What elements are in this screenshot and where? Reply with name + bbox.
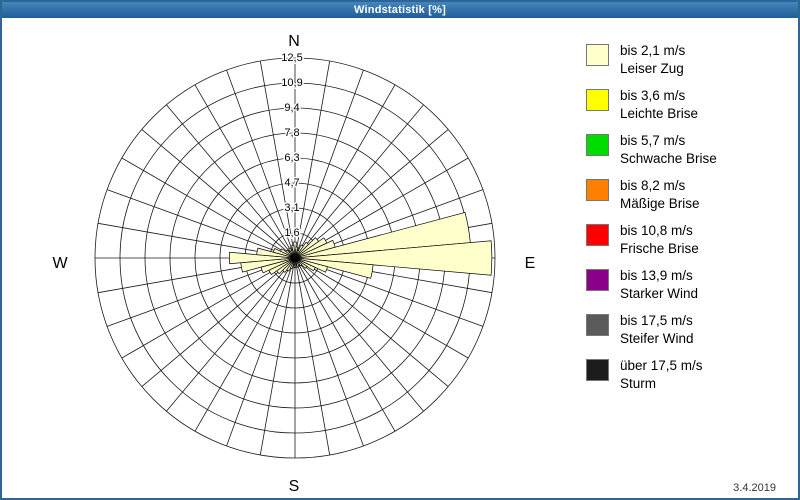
grid-spoke bbox=[141, 257, 296, 387]
windrose-petal bbox=[229, 251, 296, 265]
grid-spoke bbox=[294, 257, 449, 387]
compass-label-north: N bbox=[288, 33, 300, 50]
legend-item: über 17,5 m/s Sturm bbox=[586, 357, 796, 393]
grid-spoke bbox=[294, 60, 331, 259]
title-bar: Windstatistik [%] bbox=[2, 2, 798, 18]
grid-spoke bbox=[294, 257, 424, 412]
legend-item: bis 13,9 m/s Starker Wind bbox=[586, 267, 796, 303]
legend-color-swatch bbox=[586, 44, 609, 66]
grid-spoke bbox=[259, 257, 296, 456]
radial-tick-label: 4,7 bbox=[284, 177, 299, 189]
legend-item: bis 17,5 m/s Steifer Wind bbox=[586, 312, 796, 348]
legend-speed-label: bis 8,2 m/s bbox=[620, 178, 686, 193]
grid-spoke bbox=[121, 257, 296, 359]
legend-speed-label: bis 17,5 m/s bbox=[620, 313, 693, 328]
grid-spoke bbox=[294, 84, 396, 259]
grid-spoke bbox=[166, 257, 296, 412]
window-title: Windstatistik [%] bbox=[354, 4, 446, 16]
legend-name-label: Mäßige Brise bbox=[620, 196, 700, 211]
grid-spoke bbox=[294, 257, 396, 432]
legend-speed-label: bis 10,8 m/s bbox=[620, 223, 693, 238]
grid-spoke bbox=[294, 69, 364, 259]
radial-tick-label: 3,1 bbox=[284, 202, 299, 214]
legend-item: bis 2,1 m/s Leiser Zug bbox=[586, 42, 796, 78]
windrose-petal bbox=[291, 244, 296, 259]
grid-spoke bbox=[294, 257, 469, 359]
compass-label-south: S bbox=[288, 478, 300, 495]
date-label: 3.4.2019 bbox=[733, 482, 776, 494]
grid-spoke bbox=[294, 257, 331, 456]
legend: bis 2,1 m/s Leiser Zug bis 3,6 m/s Leich… bbox=[586, 42, 796, 402]
legend-color-swatch bbox=[586, 314, 609, 336]
windrose-petal bbox=[288, 247, 296, 259]
legend-name-label: Leiser Zug bbox=[620, 61, 684, 76]
legend-name-label: Schwache Brise bbox=[620, 151, 717, 166]
legend-color-swatch bbox=[586, 224, 609, 246]
legend-name-label: Leichte Brise bbox=[620, 106, 699, 121]
grid-spoke bbox=[226, 257, 296, 447]
grid-spoke bbox=[194, 84, 296, 259]
grid-spoke bbox=[226, 69, 296, 259]
grid-spoke bbox=[141, 129, 296, 259]
windrose-petal bbox=[294, 240, 493, 276]
legend-item: bis 3,6 m/s Leichte Brise bbox=[586, 87, 796, 123]
grid-spoke bbox=[121, 157, 296, 259]
windrose-petal bbox=[294, 257, 300, 268]
grid-spoke bbox=[294, 257, 364, 447]
windrose-svg: 12,5 10,9 9,4 7,8 6,3 4,7 3,1 1,6 bbox=[94, 51, 496, 459]
windrose-petal bbox=[293, 257, 297, 268]
legend-color-swatch bbox=[586, 134, 609, 156]
grid-spoke bbox=[166, 104, 296, 259]
radial-tick-label: 10,9 bbox=[281, 77, 302, 89]
legend-item: bis 8,2 m/s Mäßige Brise bbox=[586, 177, 796, 213]
grid-spoke bbox=[106, 189, 296, 259]
legend-speed-label: bis 2,1 m/s bbox=[620, 43, 686, 58]
grid-spoke bbox=[294, 129, 449, 259]
legend-color-swatch bbox=[586, 359, 609, 381]
radial-tick-label: 9,4 bbox=[284, 102, 299, 114]
compass-label-west: W bbox=[52, 255, 68, 272]
legend-speed-label: bis 5,7 m/s bbox=[620, 133, 686, 148]
legend-item: bis 10,8 m/s Frische Brise bbox=[586, 222, 796, 258]
grid-spoke bbox=[259, 60, 296, 259]
legend-item: bis 5,7 m/s Schwache Brise bbox=[586, 132, 796, 168]
radial-tick-label: 7,8 bbox=[284, 127, 299, 139]
legend-name-label: Sturm bbox=[620, 376, 657, 391]
radial-tick-label: 1,6 bbox=[284, 227, 299, 239]
grid-spoke bbox=[294, 104, 424, 259]
legend-speed-label: über 17,5 m/s bbox=[620, 358, 703, 373]
legend-name-label: Steifer Wind bbox=[620, 331, 694, 346]
compass-label-east: E bbox=[524, 255, 536, 272]
legend-name-label: Starker Wind bbox=[620, 286, 699, 301]
legend-color-swatch bbox=[586, 269, 609, 291]
legend-color-swatch bbox=[586, 89, 609, 111]
legend-name-label: Frische Brise bbox=[620, 241, 699, 256]
legend-speed-label: bis 3,6 m/s bbox=[620, 88, 686, 103]
radial-tick-label: 12,5 bbox=[281, 52, 302, 64]
legend-speed-label: bis 13,9 m/s bbox=[620, 268, 693, 283]
legend-color-swatch bbox=[586, 179, 609, 201]
radial-tick-label: 6,3 bbox=[284, 152, 299, 164]
grid-spoke bbox=[194, 257, 296, 432]
